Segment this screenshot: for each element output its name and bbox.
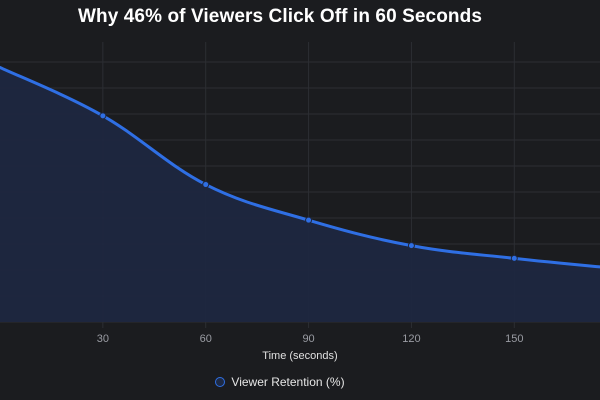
- x-tick-label: 90: [302, 333, 314, 345]
- chart-title: Why 46% of Viewers Click Off in 60 Secon…: [77, 6, 483, 27]
- points-layer: [99, 112, 518, 262]
- x-tick-label: 120: [402, 333, 420, 345]
- data-point[interactable]: [407, 242, 415, 250]
- retention-area-fill: [0, 67, 600, 322]
- data-point[interactable]: [510, 254, 518, 262]
- data-point[interactable]: [202, 181, 210, 189]
- x-axis-title: Time (seconds): [262, 350, 338, 362]
- legend-label: Viewer Retention (%): [231, 375, 345, 389]
- data-point[interactable]: [305, 216, 313, 224]
- x-tick-label: 150: [505, 333, 523, 345]
- legend[interactable]: Viewer Retention (%): [0, 375, 560, 389]
- x-tick-label: 30: [97, 333, 109, 345]
- legend-swatch-icon: [215, 377, 226, 387]
- data-point[interactable]: [99, 112, 107, 120]
- x-tick-label: 60: [200, 333, 212, 345]
- x-tick-labels: 30 60 90 120 150: [97, 333, 524, 345]
